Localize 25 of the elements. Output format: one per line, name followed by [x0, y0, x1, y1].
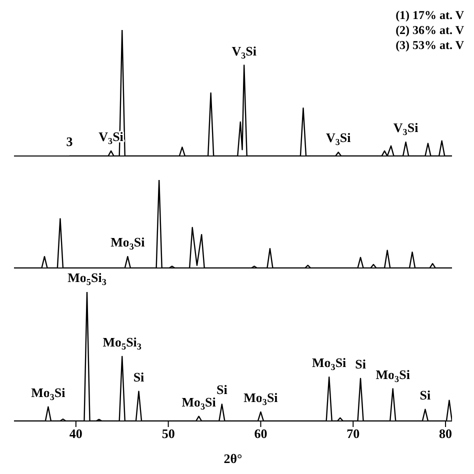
annotation: Mo$_{3}$Si — [244, 390, 278, 407]
annotation: Mo$_{5}$Si$_{3}$ — [68, 270, 107, 287]
annotation: 3 — [66, 134, 74, 149]
annotation: Mo$_{3}$Si — [312, 355, 347, 372]
text: (1) 17% at. V — [396, 8, 464, 23]
annotation: Mo$_{5}$Si$_{3}$ — [102, 334, 142, 352]
annotation: Mo$_{3}$Si — [31, 384, 66, 402]
annotation: (3) 53% at. V — [396, 38, 464, 53]
annotation: V$_{3}$Si — [393, 120, 419, 137]
annotation: Si — [355, 356, 366, 372]
annotation: Si — [216, 382, 228, 398]
x-tick-label: 70 — [346, 426, 360, 442]
x-tick-label: 50 — [162, 426, 175, 442]
x-axis-title: 2θ° — [224, 451, 242, 466]
annotation: Mo$_{3}$Si — [110, 234, 146, 252]
annotation: (2) 36% at. V — [396, 23, 464, 38]
annotation: Si — [420, 387, 432, 402]
annotation: Mo$_{3}$Si — [182, 394, 216, 412]
x-tick-label: 40 — [69, 426, 82, 442]
annotation: V$_{3}$Si — [326, 130, 352, 147]
x-tick-label: 60 — [254, 426, 268, 442]
annotation: Mo$_{3}$Si — [376, 366, 410, 384]
annotation: V$_{3}$Si — [232, 43, 257, 60]
annotation: Si — [133, 369, 145, 384]
x-tick-label: 80 — [439, 426, 452, 442]
